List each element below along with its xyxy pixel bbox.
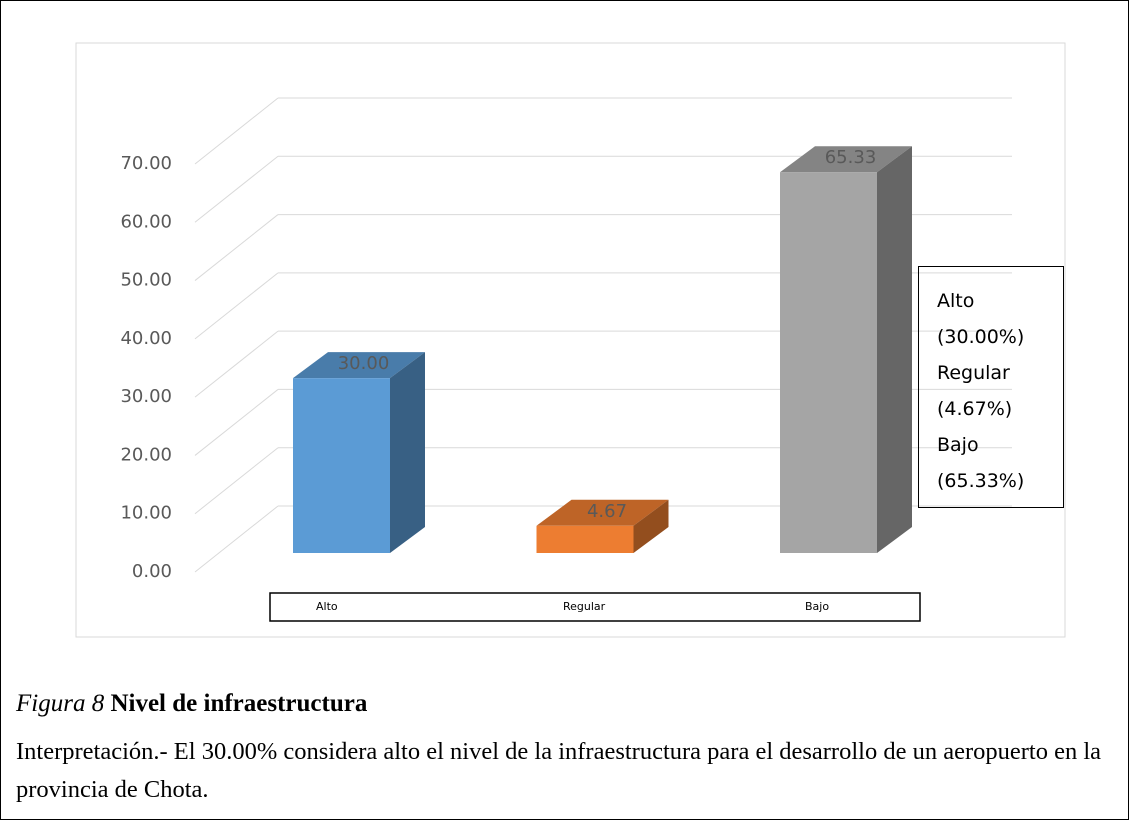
- bar: [536, 525, 634, 553]
- y-tick-label: 70.00: [120, 153, 172, 174]
- value-label: 30.00: [338, 353, 390, 374]
- bar-top: [293, 352, 425, 379]
- grid-line-side: [194, 214, 279, 281]
- bar-side: [390, 352, 425, 553]
- x-tick-label: Alto: [316, 600, 338, 613]
- interpretation: Interpretación.- El 30.00% considera alt…: [16, 738, 1102, 803]
- category-axis-box: [269, 592, 921, 622]
- chart-area: [75, 42, 1066, 638]
- value-label: 65.33: [825, 147, 877, 168]
- bar-top: [780, 146, 912, 173]
- value-label: 4.67: [587, 501, 627, 522]
- bar-side: [633, 499, 669, 553]
- bar-top: [536, 499, 669, 526]
- legend-entry: Bajo (65.33%): [937, 434, 1025, 492]
- legend-entry: Alto (30.00%): [937, 290, 1025, 348]
- y-tick-label: 30.00: [120, 386, 172, 407]
- y-tick-label: 50.00: [120, 270, 172, 291]
- bar-side: [877, 146, 912, 553]
- y-tick-label: 20.00: [120, 444, 172, 465]
- x-tick-label: Bajo: [805, 600, 829, 613]
- grid-line-side: [194, 505, 279, 573]
- grid-line-side: [194, 155, 279, 223]
- x-tick-label: Regular: [563, 600, 606, 613]
- legend-entry: Regular (4.67%): [937, 362, 1013, 420]
- y-tick-label: 60.00: [120, 211, 172, 232]
- figure-title: Nivel de infraestructura: [110, 690, 368, 717]
- grid-line-side: [194, 272, 279, 340]
- grid-line-side: [194, 97, 279, 165]
- figure-label: Figura 8: [16, 690, 105, 717]
- y-tick-label: 40.00: [120, 328, 172, 349]
- y-tick-label: 10.00: [120, 503, 172, 524]
- caption: Figura 8 Nivel de infraestructura: [16, 690, 367, 718]
- y-tick-label: 0.00: [132, 561, 172, 582]
- grid-line-side: [194, 389, 279, 456]
- chart: 0.00 10.00 20.00 30.00 40.00 50.00 60.00 70.00 3…: [75, 42, 1066, 638]
- grid-line-side: [194, 330, 279, 398]
- legend: Alto (30.00%) Regular (4.67%) Bajo (65.33%…: [918, 266, 1064, 508]
- grid-line-side: [194, 447, 279, 515]
- bar: [780, 172, 877, 553]
- bar: [293, 378, 390, 553]
